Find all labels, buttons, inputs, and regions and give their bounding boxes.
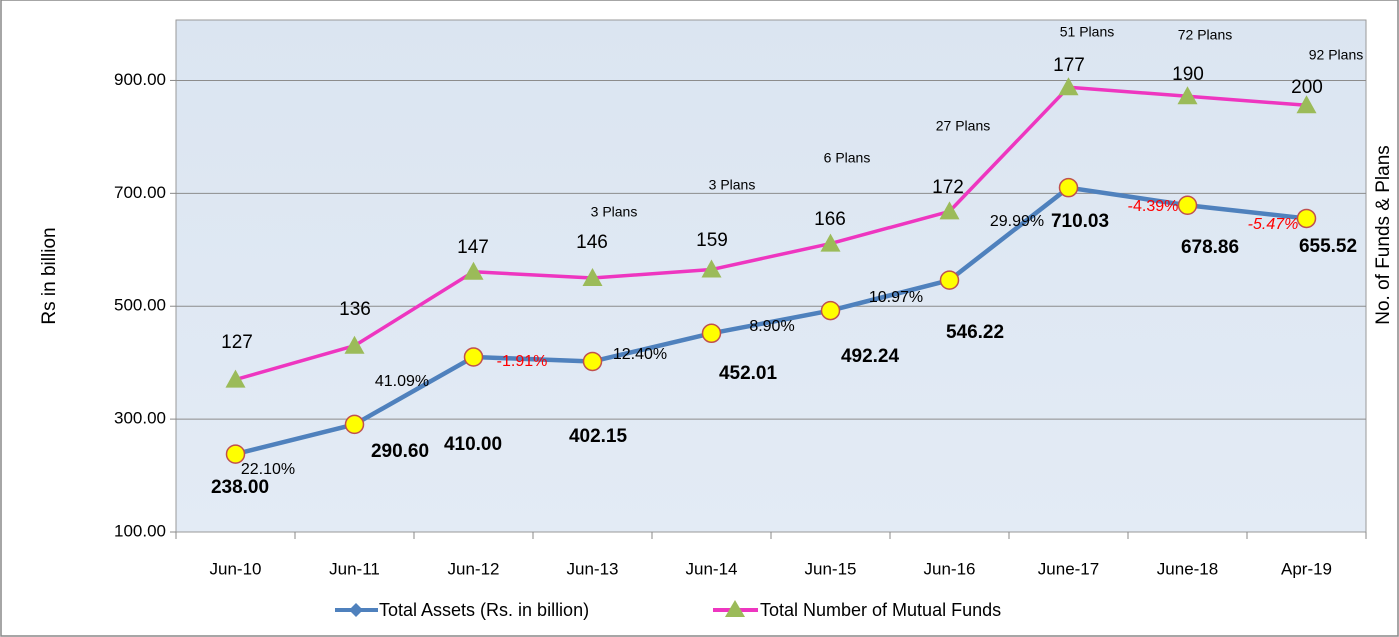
plans-label: 3 Plans (591, 204, 638, 220)
value-label: 678.86 (1181, 237, 1239, 258)
x-tick-label: June-18 (1157, 559, 1218, 578)
x-tick-label: Apr-19 (1281, 559, 1332, 578)
point (701, 259, 722, 278)
count-label: 146 (576, 232, 608, 253)
x-tick-label: June-17 (1038, 559, 1099, 578)
count-label: 190 (1172, 64, 1204, 85)
series-line (234, 185, 1307, 457)
legend-label: Total Number of Mutual Funds (760, 600, 1001, 620)
plans-label: 6 Plans (824, 150, 871, 166)
growth-label: 41.09% (375, 373, 429, 390)
plans-label: 72 Plans (1178, 27, 1232, 43)
x-tick-label: Jun-11 (329, 559, 380, 578)
y-axis-label: Rs in billion (39, 227, 60, 324)
y-tick-label: 300.00 (114, 409, 166, 428)
legend-label: Total Assets (Rs. in billion) (379, 600, 589, 620)
growth-label: 29.99% (990, 213, 1044, 230)
plans-label: 92 Plans (1309, 47, 1363, 63)
point (1058, 177, 1079, 198)
point (939, 201, 960, 220)
growth-label: 10.97% (869, 289, 923, 306)
value-label: 238.00 (211, 477, 269, 498)
point (463, 347, 484, 367)
point (582, 268, 603, 286)
y2-axis-label: No. of Funds & Plans (1373, 145, 1394, 325)
point (820, 300, 841, 321)
growth-label: -1.91% (497, 353, 548, 370)
count-label: 159 (696, 230, 728, 251)
growth-label: 8.90% (749, 318, 794, 335)
growth-label: 12.40% (613, 346, 667, 363)
x-tick-label: Jun-10 (210, 559, 262, 578)
point (463, 261, 484, 280)
value-label: 410.00 (444, 434, 502, 455)
count-label: 147 (457, 237, 489, 258)
point (344, 414, 365, 435)
point (225, 369, 246, 388)
value-label: 710.03 (1051, 211, 1109, 232)
point (820, 233, 841, 252)
growth-label: -5.47% (1248, 216, 1299, 233)
count-label: 172 (932, 177, 964, 198)
x-tick-label: Jun-13 (567, 559, 619, 578)
point (225, 444, 246, 464)
legend-marker (349, 603, 363, 617)
value-label: 402.15 (569, 426, 628, 447)
value-label: 452.01 (719, 363, 778, 384)
plans-label: 3 Plans (709, 177, 756, 193)
value-label: 290.60 (371, 441, 429, 462)
point (1058, 77, 1079, 96)
x-tick-label: Jun-12 (448, 559, 500, 578)
legend-marker (725, 600, 745, 617)
point (1177, 86, 1198, 105)
point (939, 270, 960, 290)
plans-label: 27 Plans (936, 118, 990, 134)
y-tick-label: 100.00 (114, 521, 166, 540)
point (701, 323, 722, 344)
point (1296, 95, 1317, 114)
y-tick-label: 500.00 (114, 296, 166, 315)
growth-label: -4.39% (1128, 198, 1179, 215)
y-tick-label: 900.00 (114, 70, 166, 89)
plans-label: 51 Plans (1060, 24, 1114, 40)
point (344, 335, 365, 354)
point (1177, 195, 1198, 216)
series-line (235, 85, 1307, 382)
count-label: 166 (814, 209, 846, 230)
x-tick-label: Jun-15 (805, 559, 857, 578)
count-label: 136 (339, 299, 371, 320)
value-label: 492.24 (841, 346, 900, 367)
growth-label: 22.10% (241, 461, 295, 478)
count-label: 200 (1291, 77, 1323, 98)
count-label: 177 (1053, 55, 1085, 76)
x-tick-label: Jun-16 (924, 559, 976, 578)
y-tick-label: 700.00 (114, 183, 166, 202)
count-label: 127 (221, 332, 253, 353)
x-tick-label: Jun-14 (686, 559, 738, 578)
value-label: 655.52 (1299, 236, 1357, 257)
point (582, 351, 603, 372)
value-label: 546.22 (946, 322, 1004, 343)
point (1296, 208, 1317, 229)
